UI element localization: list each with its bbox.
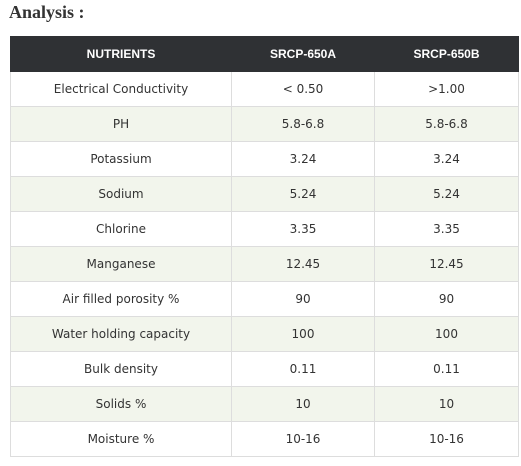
table-row: Electrical Conductivity < 0.50 >1.00 xyxy=(10,71,519,107)
srcp-650a-cell: 5.24 xyxy=(231,176,375,212)
srcp-650b-cell: 5.8-6.8 xyxy=(374,106,519,142)
srcp-650a-cell: 3.24 xyxy=(231,141,375,177)
srcp-650b-cell: 3.35 xyxy=(374,211,519,247)
nutrient-cell: PH xyxy=(10,106,232,142)
table-row: Water holding capacity 100 100 xyxy=(10,316,519,352)
header-nutrients: NUTRIENTS xyxy=(10,36,232,72)
srcp-650a-cell: 10-16 xyxy=(231,421,375,457)
nutrient-cell: Solids % xyxy=(10,386,232,422)
srcp-650a-cell: 90 xyxy=(231,281,375,317)
srcp-650b-cell: 100 xyxy=(374,316,519,352)
srcp-650a-cell: 5.8-6.8 xyxy=(231,106,375,142)
srcp-650a-cell: 100 xyxy=(231,316,375,352)
srcp-650a-cell: 10 xyxy=(231,386,375,422)
table-header: NUTRIENTS SRCP-650A SRCP-650B xyxy=(10,36,519,72)
srcp-650b-cell: 90 xyxy=(374,281,519,317)
header-row: NUTRIENTS SRCP-650A SRCP-650B xyxy=(10,36,519,72)
srcp-650b-cell: >1.00 xyxy=(374,71,519,107)
table-row: Manganese 12.45 12.45 xyxy=(10,246,519,282)
srcp-650b-cell: 0.11 xyxy=(374,351,519,387)
srcp-650b-cell: 10 xyxy=(374,386,519,422)
analysis-table: NUTRIENTS SRCP-650A SRCP-650B Electrical… xyxy=(10,36,519,457)
table-row: Moisture % 10-16 10-16 xyxy=(10,421,519,457)
nutrient-cell: Electrical Conductivity xyxy=(10,71,232,107)
table-row: Sodium 5.24 5.24 xyxy=(10,176,519,212)
table-row: Solids % 10 10 xyxy=(10,386,519,422)
nutrient-cell: Moisture % xyxy=(10,421,232,457)
table-row: PH 5.8-6.8 5.8-6.8 xyxy=(10,106,519,142)
srcp-650a-cell: 0.11 xyxy=(231,351,375,387)
page-heading: Analysis : xyxy=(9,2,85,22)
nutrient-cell: Potassium xyxy=(10,141,232,177)
srcp-650a-cell: 3.35 xyxy=(231,211,375,247)
nutrient-cell: Air filled porosity % xyxy=(10,281,232,317)
nutrient-cell: Water holding capacity xyxy=(10,316,232,352)
table-row: Bulk density 0.11 0.11 xyxy=(10,351,519,387)
table-body: Electrical Conductivity < 0.50 >1.00 PH … xyxy=(10,71,519,457)
srcp-650b-cell: 10-16 xyxy=(374,421,519,457)
srcp-650b-cell: 12.45 xyxy=(374,246,519,282)
header-srcp-650a: SRCP-650A xyxy=(231,36,375,72)
nutrient-cell: Chlorine xyxy=(10,211,232,247)
nutrient-cell: Bulk density xyxy=(10,351,232,387)
header-srcp-650b: SRCP-650B xyxy=(374,36,519,72)
table-row: Potassium 3.24 3.24 xyxy=(10,141,519,177)
srcp-650b-cell: 3.24 xyxy=(374,141,519,177)
table-row: Chlorine 3.35 3.35 xyxy=(10,211,519,247)
srcp-650b-cell: 5.24 xyxy=(374,176,519,212)
nutrient-cell: Sodium xyxy=(10,176,232,212)
table-row: Air filled porosity % 90 90 xyxy=(10,281,519,317)
srcp-650a-cell: < 0.50 xyxy=(231,71,375,107)
srcp-650a-cell: 12.45 xyxy=(231,246,375,282)
nutrient-cell: Manganese xyxy=(10,246,232,282)
